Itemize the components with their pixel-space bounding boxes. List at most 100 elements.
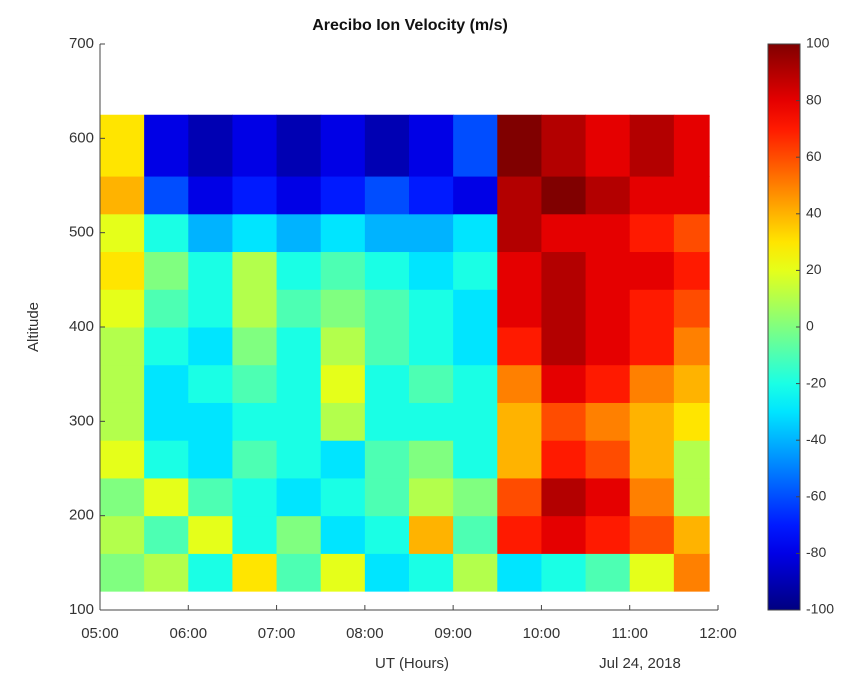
heatmap-cell bbox=[629, 553, 675, 592]
heatmap-cell bbox=[144, 213, 189, 253]
heatmap-cell bbox=[541, 289, 587, 328]
colorbar-tick-label: 100 bbox=[806, 35, 830, 51]
heatmap-cell bbox=[320, 251, 366, 290]
heatmap-cell bbox=[320, 402, 366, 441]
colorbar-tick-label: -20 bbox=[806, 374, 826, 390]
heatmap-cell bbox=[673, 327, 710, 366]
heatmap-cell bbox=[320, 176, 366, 215]
heatmap-cell bbox=[497, 213, 542, 253]
heatmap-cell bbox=[497, 553, 542, 592]
heatmap-cell bbox=[276, 364, 322, 403]
heatmap-cell bbox=[541, 213, 587, 253]
heatmap-cell bbox=[453, 327, 498, 366]
heatmap-cell bbox=[232, 251, 278, 290]
x-tick-label: 10:00 bbox=[523, 625, 561, 642]
x-tick-label: 05:00 bbox=[81, 625, 119, 642]
heatmap-cell bbox=[364, 114, 410, 177]
heatmap-cell bbox=[100, 477, 145, 517]
x-tick-label: 08:00 bbox=[346, 625, 384, 642]
heatmap-cell bbox=[409, 114, 454, 177]
heatmap-cell bbox=[100, 289, 145, 328]
heatmap-cell bbox=[453, 553, 498, 592]
colorbar-tick-label: 20 bbox=[806, 261, 822, 277]
heatmap-cell bbox=[364, 553, 410, 592]
heatmap-cell bbox=[188, 553, 233, 592]
heatmap-cell bbox=[276, 440, 322, 479]
heatmap-cell bbox=[100, 440, 145, 479]
heatmap-cell bbox=[320, 289, 366, 328]
heatmap-cell bbox=[409, 289, 454, 328]
heatmap-cell bbox=[276, 402, 322, 441]
colorbar-tick-label: -100 bbox=[806, 601, 834, 617]
heatmap-cell bbox=[453, 515, 498, 554]
heatmap-cell bbox=[100, 553, 145, 592]
heatmap-cell bbox=[629, 327, 675, 366]
heatmap-cell bbox=[188, 327, 233, 366]
colorbar-tick-label: 40 bbox=[806, 205, 822, 221]
heatmap-cell bbox=[100, 364, 145, 403]
heatmap-cell bbox=[188, 213, 233, 253]
heatmap-cell bbox=[673, 477, 710, 517]
heatmap-cell bbox=[320, 477, 366, 517]
heatmap-cell bbox=[144, 327, 189, 366]
heatmap-cell bbox=[453, 213, 498, 253]
heatmap-cell bbox=[364, 289, 410, 328]
heatmap-cell bbox=[320, 364, 366, 403]
heatmap-cell bbox=[232, 327, 278, 366]
heatmap-cell bbox=[232, 289, 278, 328]
heatmap-cell bbox=[320, 553, 366, 592]
heatmap-cell bbox=[585, 364, 631, 403]
heatmap-cell bbox=[409, 440, 454, 479]
x-tick-label: 09:00 bbox=[434, 625, 472, 642]
heatmap-cell bbox=[629, 515, 675, 554]
heatmap-cell bbox=[188, 477, 233, 517]
heatmap-cell bbox=[541, 477, 587, 517]
heatmap-cell bbox=[453, 477, 498, 517]
heatmap-cell bbox=[673, 402, 710, 441]
heatmap-cell bbox=[276, 114, 322, 177]
heatmap-cell bbox=[453, 364, 498, 403]
heatmap-cell bbox=[673, 114, 710, 177]
heatmap-cell bbox=[144, 289, 189, 328]
heatmap-cell bbox=[364, 364, 410, 403]
heatmap-cell bbox=[188, 515, 233, 554]
heatmap-cell bbox=[541, 515, 587, 554]
heatmap-cell bbox=[541, 251, 587, 290]
heatmap-cell bbox=[629, 213, 675, 253]
heatmap-cell bbox=[276, 289, 322, 328]
heatmap-cell bbox=[453, 440, 498, 479]
heatmap-cell bbox=[409, 515, 454, 554]
heatmap-cell bbox=[409, 213, 454, 253]
heatmap-cell bbox=[541, 114, 587, 177]
heatmap-cell bbox=[320, 515, 366, 554]
heatmap-cell bbox=[232, 114, 278, 177]
heatmap-cell bbox=[232, 402, 278, 441]
heatmap-cell bbox=[100, 114, 145, 177]
heatmap-cell bbox=[188, 289, 233, 328]
heatmap-cell bbox=[320, 327, 366, 366]
heatmap-cell bbox=[364, 327, 410, 366]
heatmap-cell bbox=[100, 251, 145, 290]
heatmap-cell bbox=[497, 477, 542, 517]
x-tick-label: 07:00 bbox=[258, 625, 296, 642]
x-tick-label: 06:00 bbox=[170, 625, 208, 642]
heatmap-cell bbox=[673, 364, 710, 403]
heatmap-cell bbox=[585, 553, 631, 592]
heatmap-cell bbox=[320, 114, 366, 177]
heatmap-cell bbox=[144, 402, 189, 441]
heatmap-cell bbox=[541, 402, 587, 441]
heatmap-cell bbox=[320, 440, 366, 479]
heatmap-cell bbox=[497, 327, 542, 366]
heatmap-cell bbox=[629, 289, 675, 328]
heatmap-cell bbox=[409, 327, 454, 366]
heatmap-cell bbox=[629, 440, 675, 479]
heatmap-cell bbox=[497, 515, 542, 554]
heatmap-cell bbox=[629, 477, 675, 517]
heatmap-cell bbox=[629, 114, 675, 177]
y-tick-label: 200 bbox=[69, 507, 94, 524]
y-axis-label: Altitude bbox=[25, 302, 42, 352]
heatmap-cell bbox=[276, 251, 322, 290]
heatmap-cell bbox=[100, 327, 145, 366]
heatmap-cell bbox=[629, 176, 675, 215]
